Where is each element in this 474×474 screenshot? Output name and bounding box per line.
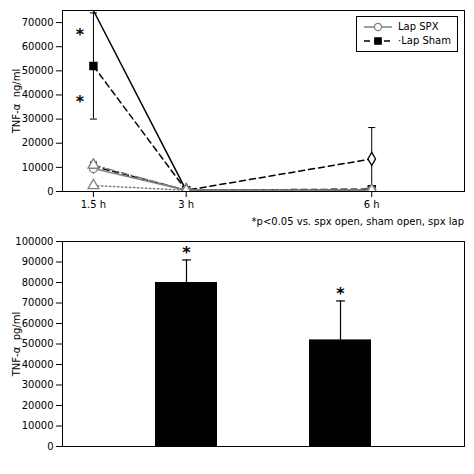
svg-text:1.5 h: 1.5 h (81, 199, 106, 210)
svg-text:50000: 50000 (22, 338, 54, 349)
svg-text:80000: 80000 (22, 277, 54, 288)
svg-text:40000: 40000 (22, 89, 54, 100)
svg-text:TNF-α pg/ml: TNF-α pg/ml (11, 312, 22, 377)
svg-text:20000: 20000 (22, 400, 54, 411)
svg-text:*: * (76, 92, 85, 111)
svg-text:0: 0 (47, 441, 53, 452)
svg-text:90000: 90000 (22, 256, 54, 267)
svg-text:*: * (76, 25, 85, 44)
svg-text:70000: 70000 (22, 297, 54, 308)
svg-text:40000: 40000 (22, 359, 54, 370)
html-text:Lap SPX: Lap SPX (398, 21, 439, 32)
html-text:*p<0.05 vs. spx open, sham ope: *p<0.05 vs. spx open, sham open, spx lap (251, 216, 464, 227)
svg-text:*: * (336, 284, 345, 303)
svg-text:60000: 60000 (22, 318, 54, 329)
svg-text:*: * (182, 243, 191, 262)
svg-text:3 h: 3 h (178, 199, 194, 210)
svg-text:0: 0 (47, 186, 53, 197)
svg-text:30000: 30000 (22, 379, 54, 390)
svg-text:10000: 10000 (22, 162, 54, 173)
svg-text:30000: 30000 (22, 113, 54, 124)
svg-text:10000: 10000 (22, 420, 54, 431)
svg-text:100000: 100000 (15, 236, 53, 247)
svg-text:20000: 20000 (22, 137, 54, 148)
svg-text:6 h: 6 h (364, 199, 380, 210)
html-text:·Lap Sham: ·Lap Sham (398, 35, 451, 46)
svg-text:70000: 70000 (22, 17, 54, 28)
svg-text:TNF-α ng/ml: TNF-α ng/ml (11, 69, 22, 134)
svg-text:50000: 50000 (22, 65, 54, 76)
svg-text:60000: 60000 (22, 41, 54, 52)
